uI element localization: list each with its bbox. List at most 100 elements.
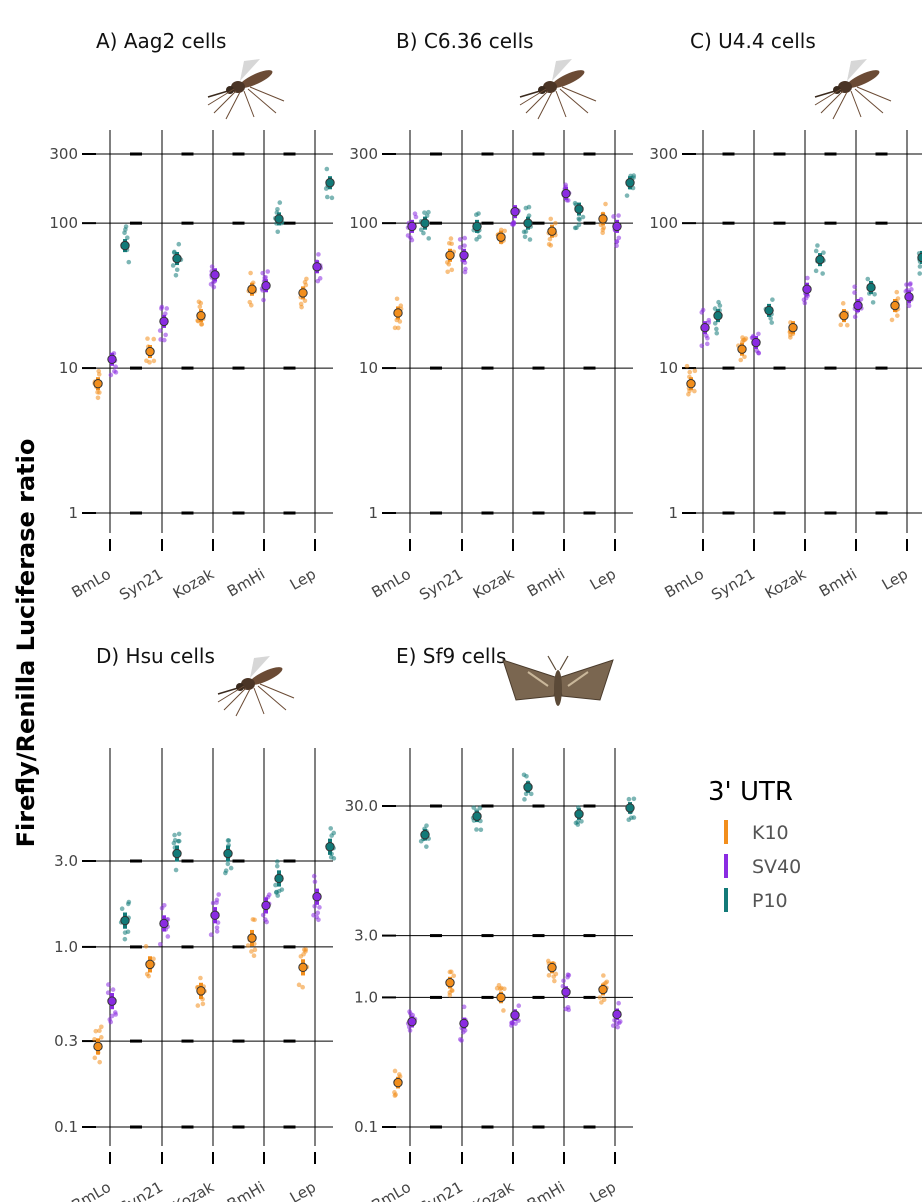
mean-point	[420, 830, 430, 840]
replicate-point	[576, 222, 582, 228]
replicate-point	[261, 297, 266, 303]
replicate-point	[245, 943, 251, 948]
replicate-point	[692, 388, 697, 394]
mean-point	[815, 254, 825, 265]
mosquito-icon	[217, 656, 295, 717]
replicate-point	[211, 284, 217, 290]
mean-point	[496, 232, 506, 242]
mean-point	[625, 803, 635, 813]
x-tick-label: Syn21	[116, 1178, 166, 1202]
legend-label: SV40	[752, 856, 801, 878]
replicate-point	[123, 224, 129, 229]
mean-point	[713, 310, 723, 321]
replicate-point	[273, 882, 278, 888]
mean-point	[890, 300, 900, 311]
replicate-point	[252, 947, 258, 953]
replicate-point	[457, 237, 463, 242]
mean-point	[107, 996, 117, 1006]
replicate-point	[214, 929, 220, 934]
y-tick-label: 3.0	[354, 927, 378, 945]
replicate-point	[210, 900, 216, 906]
replicate-point	[109, 1013, 115, 1019]
replicate-point	[316, 917, 321, 923]
x-tick-label: BmLo	[368, 565, 414, 602]
mean-point	[547, 962, 557, 973]
replicate-point	[126, 259, 132, 265]
replicate-point	[226, 838, 232, 843]
replicate-point	[275, 206, 280, 212]
replicate-point	[426, 236, 432, 241]
replicate-point	[743, 336, 749, 341]
replicate-point	[250, 917, 256, 922]
replicate-point	[870, 300, 876, 305]
replicate-point	[331, 830, 337, 836]
y-tick-label: 300	[49, 145, 78, 163]
y-tick-label: 0.1	[354, 1118, 378, 1136]
x-tick-label: BmHi	[224, 565, 268, 601]
x-tick-label: Kozak	[170, 1178, 217, 1202]
replicate-point	[426, 209, 431, 215]
y-tick-label: 100	[349, 214, 378, 232]
panel-3: D) Hsu cells 0.1 0.3 1.0 3.0 BmLo Syn21 Kozak Bm…	[54, 644, 337, 1202]
replicate-point	[917, 271, 922, 276]
y-tick-label: 10	[59, 359, 78, 377]
replicate-point	[163, 332, 168, 338]
replicate-point	[451, 973, 457, 979]
replicate-point	[93, 1028, 99, 1034]
replicate-point	[917, 264, 922, 269]
replicate-point	[906, 303, 912, 309]
mean-point	[247, 284, 257, 294]
replicate-point	[462, 1028, 468, 1033]
replicate-point	[754, 348, 760, 354]
mean-point	[261, 281, 271, 291]
mosquito-icon	[519, 59, 597, 120]
replicate-point	[445, 269, 450, 275]
mean-point	[866, 282, 876, 293]
replicate-point	[821, 250, 826, 255]
replicate-point	[112, 1010, 118, 1015]
replicate-point	[392, 1068, 398, 1074]
replicate-point	[522, 234, 528, 240]
replicate-point	[478, 827, 484, 833]
replicate-point	[214, 925, 220, 930]
replicate-point	[802, 300, 808, 306]
x-tick-label: Kozak	[470, 1178, 517, 1202]
replicate-point	[600, 230, 606, 236]
mean-point	[472, 221, 482, 232]
replicate-point	[704, 341, 710, 347]
replicate-point	[145, 336, 150, 341]
mean-point	[612, 221, 622, 232]
mean-point	[196, 986, 206, 996]
replicate-point	[424, 844, 429, 849]
replicate-point	[614, 1021, 620, 1026]
replicate-point	[159, 306, 164, 311]
mean-point	[625, 178, 635, 188]
replicate-point	[552, 978, 557, 984]
replicate-point	[315, 910, 321, 916]
replicate-point	[265, 269, 271, 274]
replicate-point	[502, 986, 507, 992]
replicate-point	[162, 311, 168, 316]
replicate-point	[413, 214, 419, 220]
replicate-point	[422, 210, 427, 215]
panel-4: E) Sf9 cells 0.1 1.0 3.0 30.0 BmLo Syn21 Kozak B…	[345, 644, 637, 1202]
replicate-point	[99, 1024, 104, 1030]
replicate-point	[616, 1000, 621, 1006]
replicate-point	[405, 233, 411, 238]
replicate-point	[844, 322, 850, 328]
replicate-point	[300, 984, 305, 990]
replicate-point	[566, 1007, 571, 1013]
replicate-point	[615, 1024, 620, 1030]
replicate-point	[198, 300, 204, 306]
replicate-point	[448, 236, 454, 241]
replicate-point	[629, 815, 634, 821]
replicate-point	[407, 1028, 413, 1033]
replicate-point	[312, 879, 318, 885]
replicate-point	[199, 321, 205, 327]
mean-point	[107, 354, 117, 364]
x-tick-label: BmLo	[68, 1178, 114, 1202]
mean-point	[917, 252, 922, 263]
replicate-point	[474, 827, 479, 832]
mosquito-icon	[814, 59, 892, 120]
